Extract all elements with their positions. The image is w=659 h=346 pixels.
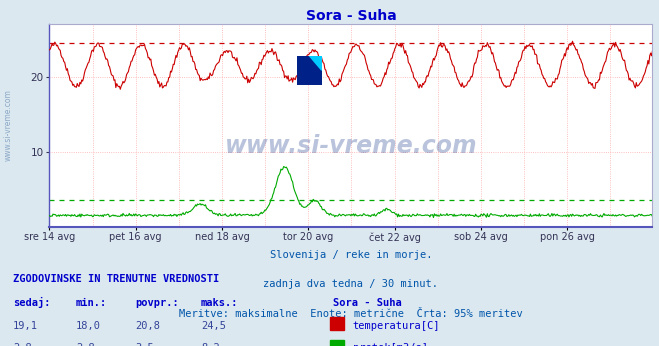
- Text: Sora - Suha: Sora - Suha: [333, 298, 401, 308]
- Text: sedaj:: sedaj:: [13, 297, 51, 308]
- Text: Slovenija / reke in morje.: Slovenija / reke in morje.: [270, 250, 432, 260]
- Polygon shape: [297, 56, 322, 85]
- Text: 18,0: 18,0: [76, 321, 101, 331]
- Text: 2,8: 2,8: [13, 343, 32, 346]
- Text: zadnja dva tedna / 30 minut.: zadnja dva tedna / 30 minut.: [264, 279, 438, 289]
- Text: Meritve: maksimalne  Enote: metrične  Črta: 95% meritev: Meritve: maksimalne Enote: metrične Črta…: [179, 309, 523, 319]
- Text: 8,2: 8,2: [201, 343, 219, 346]
- Text: maks.:: maks.:: [201, 298, 239, 308]
- Text: www.si-vreme.com: www.si-vreme.com: [3, 90, 13, 161]
- Text: www.si-vreme.com: www.si-vreme.com: [225, 134, 477, 158]
- Polygon shape: [309, 56, 322, 70]
- Text: 20,8: 20,8: [135, 321, 160, 331]
- Text: temperatura[C]: temperatura[C]: [353, 321, 440, 331]
- Text: 19,1: 19,1: [13, 321, 38, 331]
- Text: 24,5: 24,5: [201, 321, 226, 331]
- Text: min.:: min.:: [76, 298, 107, 308]
- Title: Sora - Suha: Sora - Suha: [306, 9, 396, 23]
- Text: povpr.:: povpr.:: [135, 298, 179, 308]
- Text: 3,5: 3,5: [135, 343, 154, 346]
- Text: ZGODOVINSKE IN TRENUTNE VREDNOSTI: ZGODOVINSKE IN TRENUTNE VREDNOSTI: [13, 274, 219, 284]
- Text: pretok[m3/s]: pretok[m3/s]: [353, 343, 428, 346]
- Text: 2,8: 2,8: [76, 343, 94, 346]
